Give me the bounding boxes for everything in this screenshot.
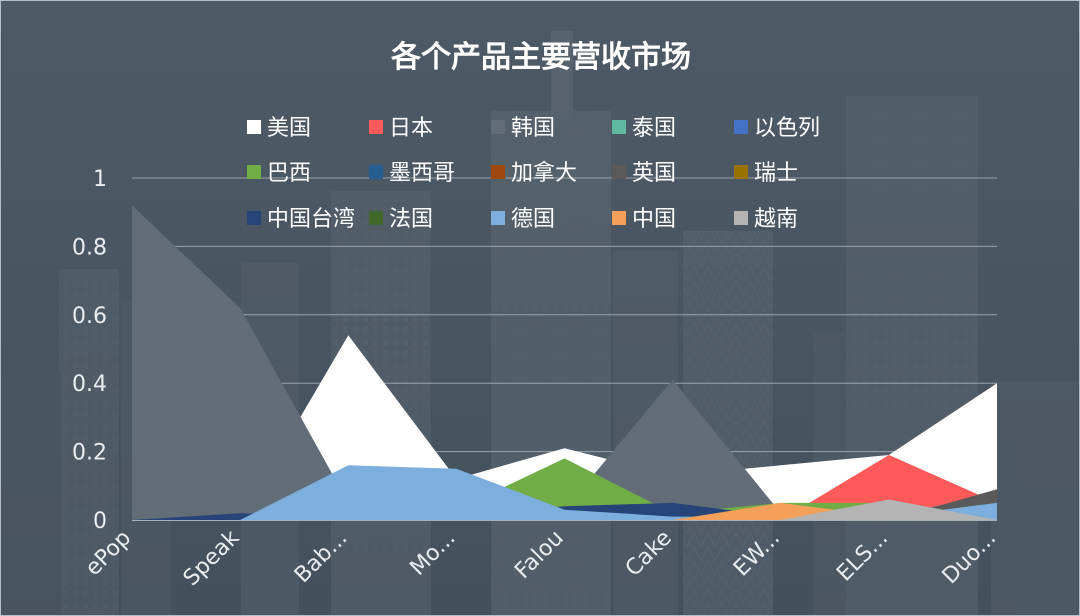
y-tick-label: 0.8 [72,235,107,260]
legend-label: 韩国 [511,116,555,141]
legend-label: 加拿大 [511,160,577,186]
legend-label: 巴西 [267,161,311,186]
legend-swatch [369,120,383,134]
area-中国 [132,502,997,520]
legend-swatch [491,120,505,134]
chart-title: 各个产品主要营收市场 [390,40,691,75]
legend-swatch [612,120,626,134]
area-德国 [132,465,997,520]
legend-swatch [734,120,748,134]
y-tick-label: 0.4 [72,372,107,397]
data-areas [132,205,997,520]
x-tick-label: Cake [621,526,677,582]
legend-swatch [734,165,748,179]
legend-label: 德国 [511,207,555,232]
legend-swatch [247,120,261,134]
legend-label: 英国 [632,161,676,186]
x-tick-label: Falou [510,526,568,584]
area-越南 [132,499,997,520]
area-韩国 [132,205,997,520]
legend-swatch [734,211,748,225]
y-tick-label: 0 [93,509,107,534]
legend-label: 日本 [389,116,433,141]
legend-swatch [612,211,626,225]
x-tick-label: ELS... [832,526,893,587]
x-tick-label: Mo... [405,526,460,581]
x-tick-label: ePop [81,526,136,581]
legend-label: 美国 [267,116,311,141]
legend-swatch [369,165,383,179]
y-tick-label: 0.6 [72,304,107,329]
legend-label: 泰国 [632,116,676,141]
legend-swatch [247,165,261,179]
legend-label: 法国 [389,207,433,232]
legend-swatch [369,211,383,225]
y-axis: 0 0.2 0.4 0.6 0.8 1 [72,167,107,534]
legend-swatch [247,211,261,225]
legend-label: 越南 [754,207,798,232]
legend-label: 中国 [632,207,676,232]
y-tick-label: 1 [93,167,107,192]
legend-swatch [612,165,626,179]
legend-label: 瑞士 [754,161,798,186]
x-tick-label: Bab... [290,526,353,589]
x-axis: ePop Speak Bab... Mo... Falou Cake EW... ELS...… [81,525,1001,591]
y-tick-label: 0.2 [72,441,107,466]
legend-swatch [491,211,505,225]
legend-swatch [491,165,505,179]
x-tick-label: EW... [729,526,785,582]
legend-label: 墨西哥 [389,161,455,186]
legend-label: 以色列 [754,116,820,141]
x-tick-label: Speak [179,525,245,591]
legend-label: 中国台湾 [267,207,355,232]
x-tick-label: Duo... [938,526,1002,590]
